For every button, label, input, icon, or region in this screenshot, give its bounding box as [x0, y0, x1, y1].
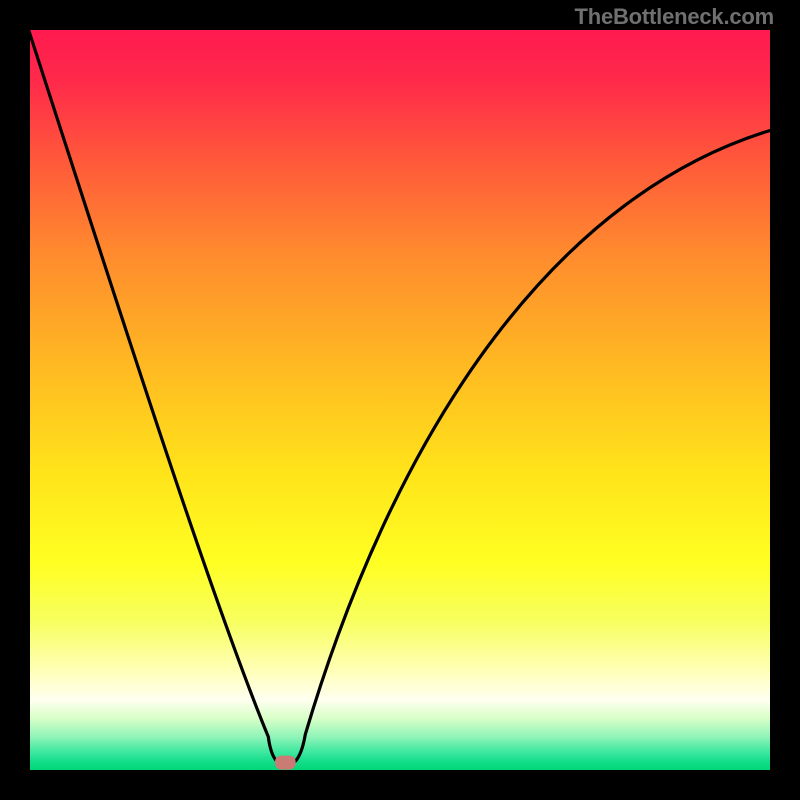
gradient-background	[30, 30, 770, 770]
chart-svg	[30, 30, 770, 770]
watermark-text: TheBottleneck.com	[574, 4, 774, 30]
optimal-point-marker	[275, 756, 296, 770]
chart-frame: TheBottleneck.com	[0, 0, 800, 800]
plot-area	[30, 30, 770, 770]
